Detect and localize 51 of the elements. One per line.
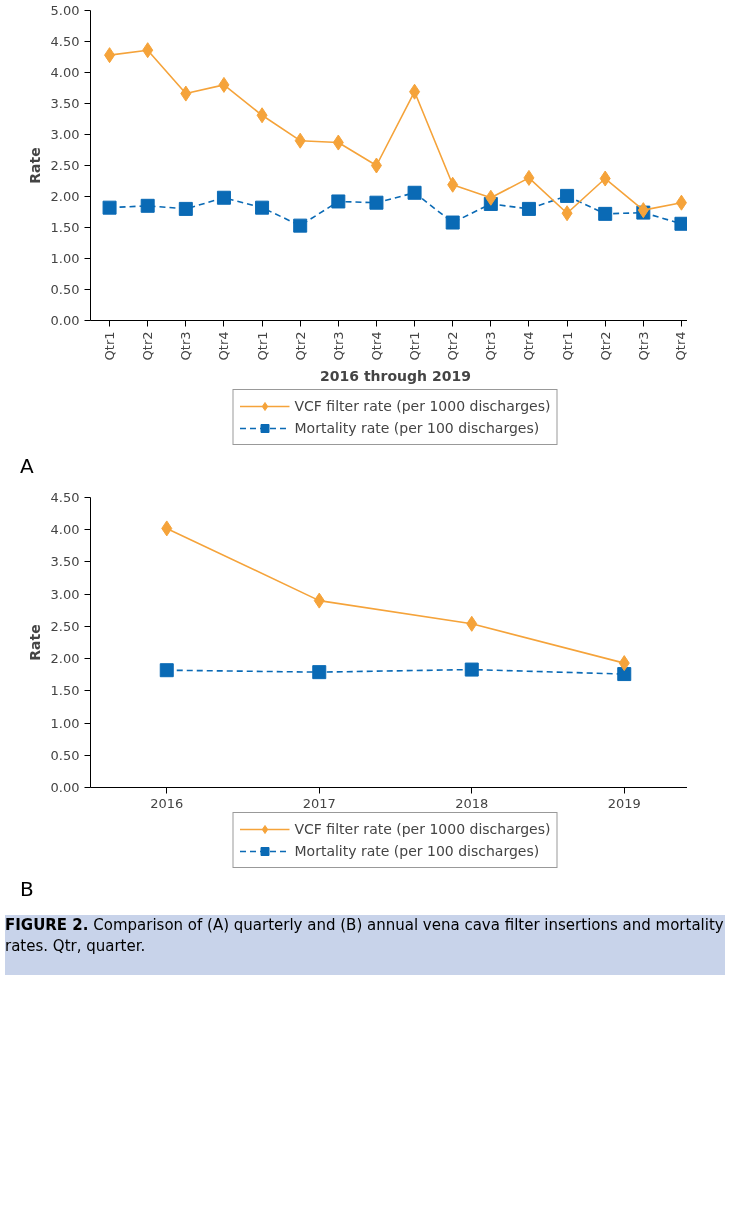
y-tick-label: 2.50 bbox=[50, 158, 80, 173]
x-tick-label: Qtr2 bbox=[445, 331, 461, 361]
x-axis-title: 2016 through 2019 bbox=[320, 368, 471, 385]
y-tick-label: 4.00 bbox=[50, 522, 80, 538]
x-tick-label: Qtr4 bbox=[216, 331, 232, 361]
x-tick-label: Qtr1 bbox=[254, 331, 270, 361]
x-tick-label: 2018 bbox=[455, 795, 489, 811]
x-tick-label: Qtr2 bbox=[292, 331, 308, 361]
y-tick-label: 3.50 bbox=[50, 554, 80, 570]
y-axis-title: Rate bbox=[26, 624, 43, 661]
y-tick-label: 0.00 bbox=[50, 780, 80, 795]
x-tick-label: Qtr4 bbox=[672, 331, 688, 361]
legend-label: VCF filter rate (per 1000 discharges) bbox=[294, 398, 551, 414]
y-tick-label: 0.50 bbox=[50, 747, 80, 763]
y-tick-label: 4.50 bbox=[50, 34, 80, 49]
x-tick-label: 2016 bbox=[150, 795, 184, 811]
x-tick-label: Qtr2 bbox=[597, 331, 613, 361]
x-tick-label: Qtr4 bbox=[521, 331, 537, 361]
y-tick-label: 3.50 bbox=[50, 96, 80, 111]
y-axis-title: Rate bbox=[26, 147, 43, 184]
x-tick-label: Qtr3 bbox=[178, 331, 194, 361]
y-tick-label: 1.00 bbox=[50, 715, 80, 731]
caption: FIGURE 2. Comparison of (A) quarterly and (B) annual vena cava filter insertions and mortality rates. Qtr, quarter. bbox=[5, 915, 725, 958]
y-tick-label: 0.00 bbox=[50, 313, 80, 328]
legend-label: Mortality rate (per 100 discharges) bbox=[294, 420, 540, 436]
x-tick-label: Qtr1 bbox=[559, 331, 575, 361]
y-tick-label: 0.50 bbox=[50, 282, 80, 297]
text: B bbox=[20, 876, 34, 903]
y-tick-label: 4.50 bbox=[50, 490, 80, 505]
x-tick-label: 2017 bbox=[302, 795, 336, 811]
legend-label: VCF filter rate (per 1000 discharges) bbox=[294, 821, 551, 837]
y-tick-label: 5.00 bbox=[50, 3, 80, 18]
y-tick-label: 1.50 bbox=[50, 683, 80, 699]
x-tick-label: 2019 bbox=[607, 795, 641, 811]
x-tick-label: Qtr1 bbox=[102, 331, 118, 361]
legend-label: Mortality rate (per 100 discharges) bbox=[294, 843, 540, 859]
y-tick-label: 1.50 bbox=[50, 220, 80, 235]
x-tick-label: Qtr2 bbox=[140, 331, 156, 361]
y-tick-label: 1.00 bbox=[50, 251, 80, 266]
x-tick-label: Qtr1 bbox=[407, 331, 423, 361]
x-tick-label: Qtr3 bbox=[483, 331, 499, 361]
y-tick-label: 2.00 bbox=[50, 189, 80, 204]
y-tick-label: 2.50 bbox=[50, 618, 80, 634]
y-tick-label: 3.00 bbox=[50, 586, 80, 602]
y-tick-label: 3.00 bbox=[50, 127, 80, 142]
x-tick-label: Qtr3 bbox=[330, 331, 346, 361]
x-tick-label: Qtr3 bbox=[635, 331, 651, 361]
y-tick-label: 2.00 bbox=[50, 651, 80, 667]
x-tick-label: Qtr4 bbox=[368, 331, 384, 361]
y-tick-label: 4.00 bbox=[50, 65, 80, 80]
text: A bbox=[20, 453, 34, 480]
